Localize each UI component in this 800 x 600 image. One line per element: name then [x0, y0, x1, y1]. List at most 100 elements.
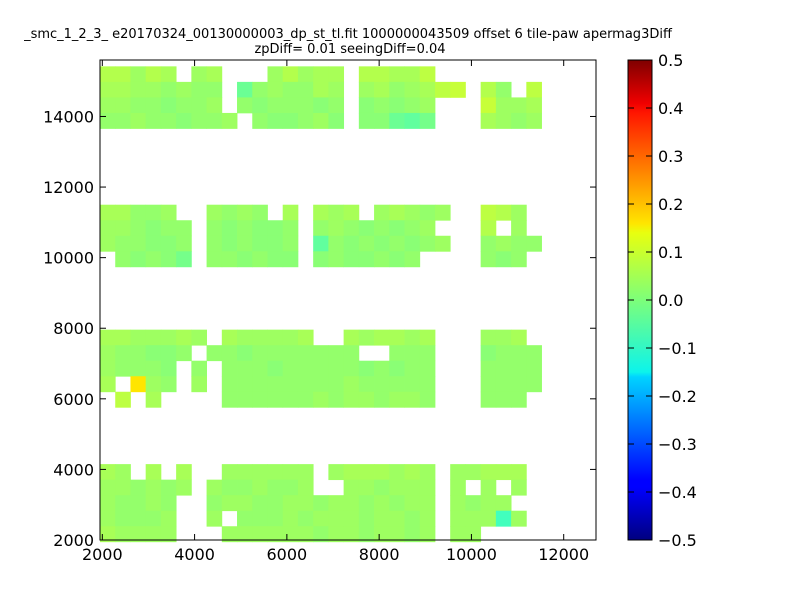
heatmap-cell: [115, 81, 131, 98]
heatmap-cell: [343, 329, 360, 346]
heatmap-cell: [282, 495, 299, 512]
heatmap-cell: [297, 391, 314, 408]
heatmap-cell: [313, 251, 329, 268]
heatmap-cell: [267, 526, 284, 543]
heatmap-cell: [404, 391, 421, 408]
heatmap-cell: [130, 360, 147, 377]
heatmap-cell: [404, 526, 421, 543]
heatmap-cell: [526, 97, 542, 114]
heatmap-cell: [206, 251, 223, 268]
heatmap-cell: [206, 112, 223, 129]
y-tick-label: 6000: [53, 390, 94, 409]
heatmap-cell: [480, 376, 497, 393]
heatmap-cell: [480, 204, 497, 221]
heatmap-cell: [100, 97, 116, 114]
heatmap-cell: [313, 220, 329, 237]
heatmap-cell: [237, 526, 253, 543]
heatmap-cell: [495, 464, 512, 481]
heatmap-cell: [282, 220, 299, 237]
colorbar-ticks: 0.5 0.4 0.3 0.2 0.1 0.0 −0.1 −0.2 −0.3 −0.4 −0.5: [628, 51, 697, 550]
heatmap-cell: [145, 360, 162, 377]
heatmap-cell: [419, 479, 436, 496]
heatmap-cell: [191, 329, 207, 346]
heatmap-cell: [328, 66, 345, 83]
heatmap-cell: [252, 329, 268, 346]
axes: 2000 4000 6000 8000 10000 12000 2000 4000 6000 80…: [43, 60, 596, 564]
heatmap-cell: [343, 204, 360, 221]
heatmap-cell: [130, 66, 147, 83]
heatmap-cell: [511, 97, 527, 114]
heatmap-cell: [404, 329, 421, 346]
x-tick-label: 2000: [82, 545, 123, 564]
heatmap-cell: [237, 391, 253, 408]
heatmap-cell: [145, 345, 162, 362]
heatmap-cell: [267, 391, 284, 408]
heatmap-cell: [495, 97, 512, 114]
heatmap-cell: [282, 97, 299, 114]
heatmap-cell: [100, 204, 116, 221]
heatmap-cell: [374, 360, 390, 377]
heatmap-cell: [328, 526, 345, 543]
heatmap-cell: [130, 510, 147, 527]
heatmap-cell: [145, 97, 162, 114]
heatmap-cell: [526, 345, 542, 362]
x-tick-label: 8000: [359, 545, 400, 564]
heatmap-cell: [252, 360, 268, 377]
heatmap-cell: [358, 220, 375, 237]
heatmap-cell: [404, 345, 421, 362]
heatmap-cell: [282, 329, 299, 346]
heatmap-cell: [511, 235, 527, 252]
heatmap-cell: [404, 220, 421, 237]
heatmap-cell: [404, 81, 421, 98]
heatmap-cell: [282, 112, 299, 129]
heatmap-cell: [480, 97, 497, 114]
heatmap-cell: [252, 376, 268, 393]
y-tick-label: 12000: [43, 178, 94, 197]
heatmap-cell: [282, 81, 299, 98]
heatmap-cell: [252, 112, 268, 129]
heatmap-cell: [511, 510, 527, 527]
heatmap-cell: [115, 112, 131, 129]
heatmap-cell: [115, 204, 131, 221]
heatmap-cell: [328, 464, 345, 481]
heatmap-cell: [237, 479, 253, 496]
heatmap-cell: [206, 220, 223, 237]
heatmap-cell: [282, 376, 299, 393]
heatmap-cell: [100, 464, 116, 481]
heatmap-cell: [160, 251, 177, 268]
heatmap-cell: [343, 464, 360, 481]
heatmap-cell: [389, 251, 405, 268]
heatmap-cell: [404, 510, 421, 527]
heatmap-cell: [404, 235, 421, 252]
y-tick-label: 8000: [53, 319, 94, 338]
heatmap-cell: [221, 204, 238, 221]
heatmap-cell: [389, 81, 405, 98]
heatmap-cell: [374, 376, 390, 393]
colorbar-tick-label: 0.0: [658, 291, 683, 310]
heatmap-cell: [115, 391, 131, 408]
heatmap-cell: [115, 97, 131, 114]
heatmap-cell: [130, 479, 147, 496]
heatmap-cell: [419, 81, 436, 98]
heatmap-cell: [526, 235, 542, 252]
heatmap-cell: [160, 345, 177, 362]
heatmap-cell: [511, 220, 527, 237]
heatmap-cell: [115, 526, 131, 543]
heatmap-cell: [434, 204, 451, 221]
heatmap-cell: [145, 251, 162, 268]
heatmap-cell: [130, 526, 147, 543]
heatmap-cell: [100, 495, 116, 512]
heatmap-cell: [267, 97, 284, 114]
plot-frame: [99, 59, 597, 541]
heatmap-cells: [100, 66, 542, 543]
heatmap-cell: [282, 235, 299, 252]
heatmap-cell: [160, 220, 177, 237]
heatmap-cell: [389, 464, 405, 481]
heatmap-cell: [282, 345, 299, 362]
heatmap-cell: [100, 112, 116, 129]
heatmap-cell: [237, 510, 253, 527]
heatmap-cell: [465, 526, 482, 543]
heatmap-cell: [221, 251, 238, 268]
heatmap-cell: [221, 526, 238, 543]
heatmap-cell: [145, 235, 162, 252]
